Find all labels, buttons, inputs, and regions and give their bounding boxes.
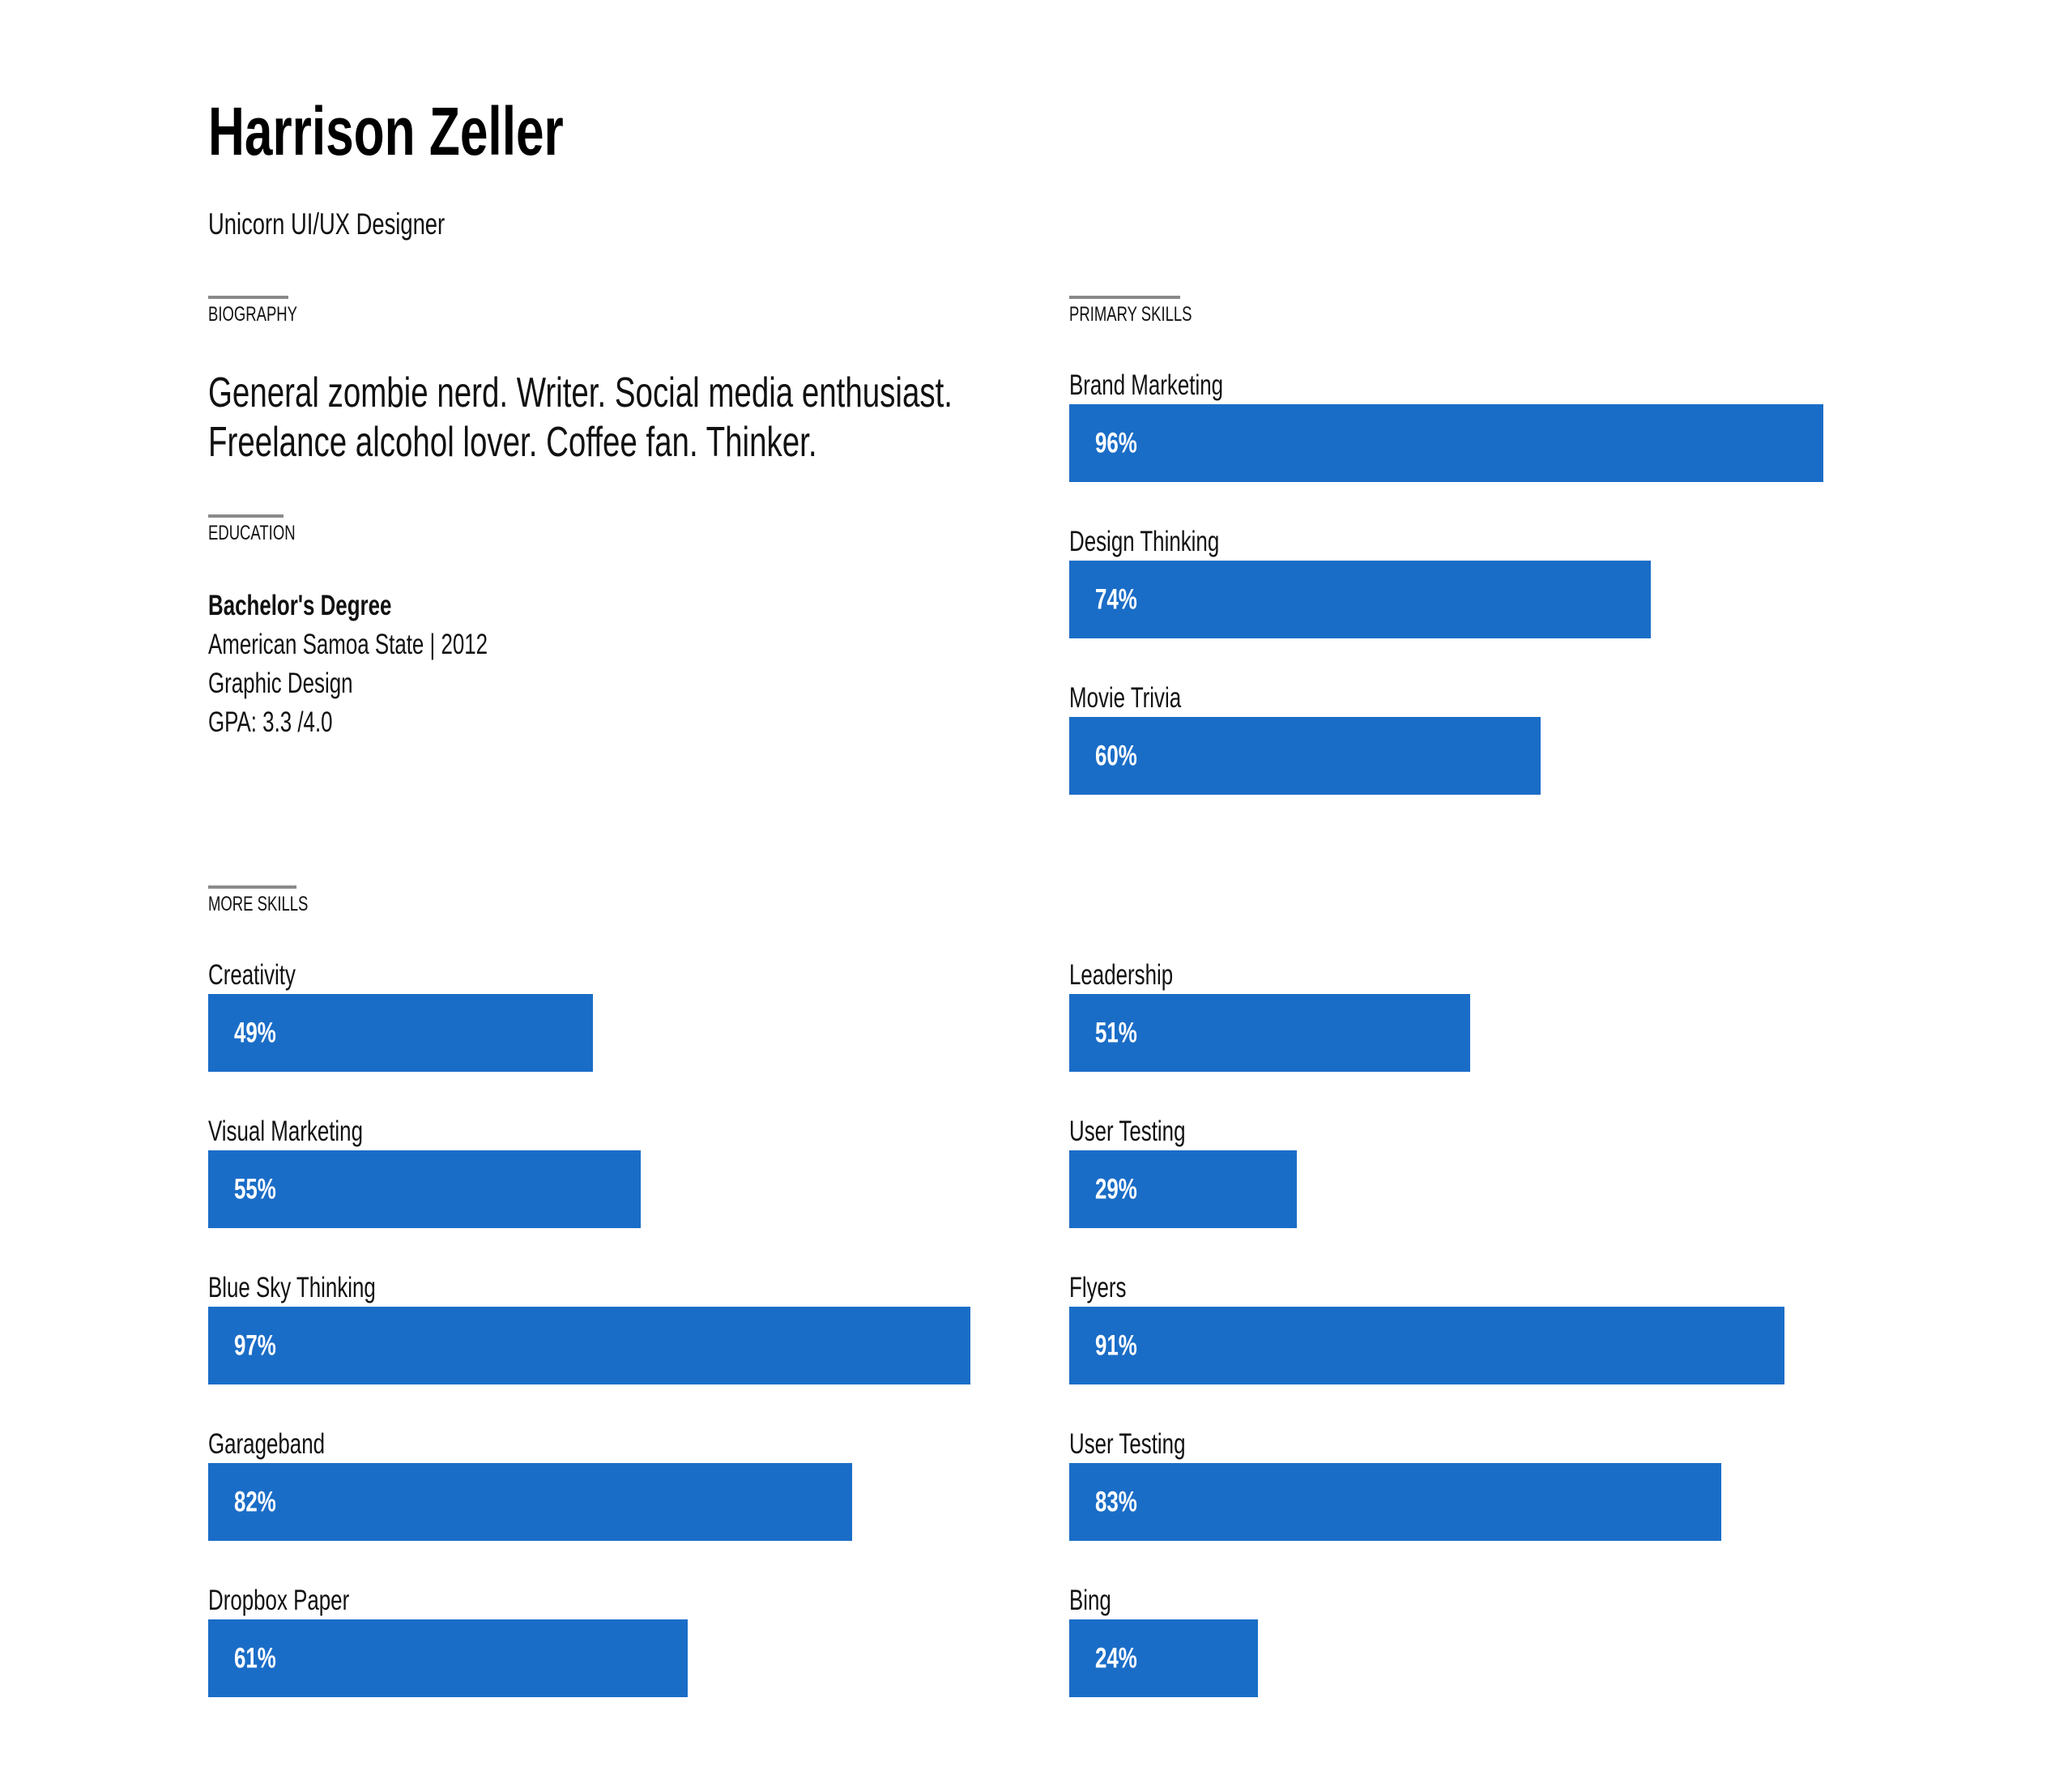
skill-label: Visual Marketing: [208, 1116, 363, 1147]
skill-bar: 61%: [208, 1619, 688, 1697]
skill-label: Creativity: [208, 959, 296, 991]
skill-bar: 83%: [1069, 1463, 1721, 1541]
skill-bar: 91%: [1069, 1307, 1784, 1384]
skill-label: Blue Sky Thinking: [208, 1272, 376, 1303]
skill-percent: 49%: [234, 1017, 276, 1049]
education-field: Graphic Design: [208, 668, 353, 699]
skill-bar: 55%: [208, 1150, 641, 1228]
skill-label: Brand Marketing: [1069, 369, 1224, 401]
skill-bar: 49%: [208, 994, 593, 1072]
profile-name: Harrison Zeller: [208, 93, 564, 169]
education-gpa: GPA: 3.3 /4.0: [208, 706, 333, 738]
skill-percent: 55%: [234, 1173, 276, 1205]
skill-bar: 29%: [1069, 1150, 1297, 1228]
skill-bar: 74%: [1069, 561, 1651, 638]
skill-label: Bing: [1069, 1585, 1111, 1616]
skill-bar: 24%: [1069, 1619, 1258, 1697]
skill-percent: 29%: [1095, 1173, 1137, 1205]
profile-tagline: Unicorn UI/UX Designer: [208, 207, 446, 241]
more-skills-heading: MORE SKILLS: [208, 893, 309, 915]
skill-label: Leadership: [1069, 959, 1174, 991]
more-skills-rule: [208, 885, 296, 889]
education-heading: EDUCATION: [208, 522, 296, 544]
skill-label: Flyers: [1069, 1272, 1127, 1303]
skill-percent: 60%: [1095, 740, 1137, 772]
skill-label: Movie Trivia: [1069, 682, 1182, 714]
skill-label: User Testing: [1069, 1428, 1186, 1460]
skill-percent: 61%: [234, 1642, 276, 1674]
skill-bar: 60%: [1069, 717, 1541, 795]
education-school: American Samoa State | 2012: [208, 629, 488, 660]
education-rule: [208, 514, 284, 518]
skill-label: Garageband: [208, 1428, 326, 1460]
skill-bar: 51%: [1069, 994, 1470, 1072]
biography-rule: [208, 296, 288, 299]
primary-skills-heading: PRIMARY SKILLS: [1069, 303, 1192, 326]
skill-percent: 96%: [1095, 427, 1137, 459]
skill-percent: 97%: [234, 1329, 276, 1362]
skill-percent: 51%: [1095, 1017, 1137, 1049]
skill-bar: 96%: [1069, 404, 1823, 482]
skill-percent: 83%: [1095, 1486, 1137, 1518]
biography-heading: BIOGRAPHY: [208, 303, 298, 326]
skill-bar: 82%: [208, 1463, 852, 1541]
skill-percent: 82%: [234, 1486, 276, 1518]
skill-percent: 24%: [1095, 1642, 1137, 1674]
primary-skills-rule: [1069, 296, 1180, 299]
skill-label: User Testing: [1069, 1116, 1186, 1147]
skill-bar: 97%: [208, 1307, 970, 1384]
skill-label: Design Thinking: [1069, 526, 1220, 557]
skill-percent: 91%: [1095, 1329, 1137, 1362]
biography-text: General zombie nerd. Writer. Social medi…: [208, 369, 953, 466]
skill-label: Dropbox Paper: [208, 1585, 350, 1616]
skill-percent: 74%: [1095, 583, 1137, 616]
education-degree: Bachelor's Degree: [208, 590, 392, 621]
